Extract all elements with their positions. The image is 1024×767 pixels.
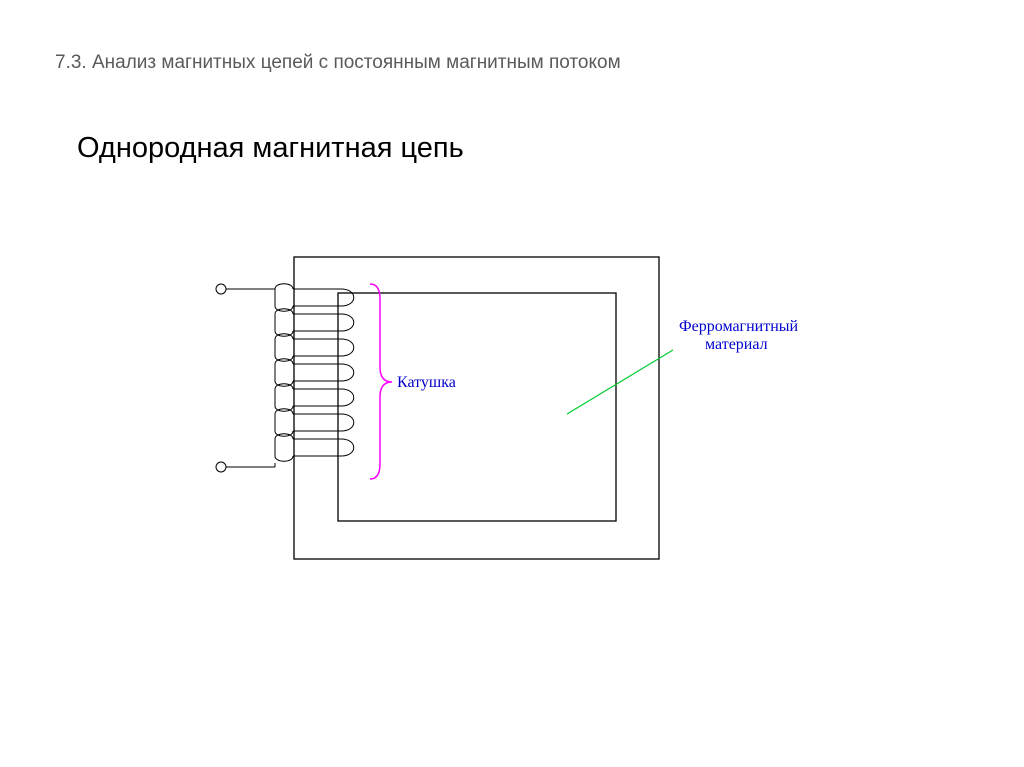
core-outer bbox=[294, 257, 659, 559]
page: 7.3. Анализ магнитных цепей с постоянным… bbox=[0, 0, 1024, 767]
coil-brace bbox=[370, 284, 392, 479]
ferro-leader bbox=[567, 350, 673, 414]
magnetic-circuit-diagram: Катушка Ферромагнитный материал bbox=[215, 247, 915, 577]
terminals bbox=[216, 284, 275, 472]
coil-label: Катушка bbox=[397, 374, 456, 391]
coil-winding bbox=[275, 284, 354, 467]
page-title: Однородная магнитная цепь bbox=[77, 132, 464, 165]
ferromagnetic-label-line2: материал bbox=[705, 336, 768, 353]
ferromagnetic-label-line1: Ферромагнитный bbox=[679, 318, 799, 335]
section-heading: 7.3. Анализ магнитных цепей с постоянным… bbox=[55, 52, 621, 74]
